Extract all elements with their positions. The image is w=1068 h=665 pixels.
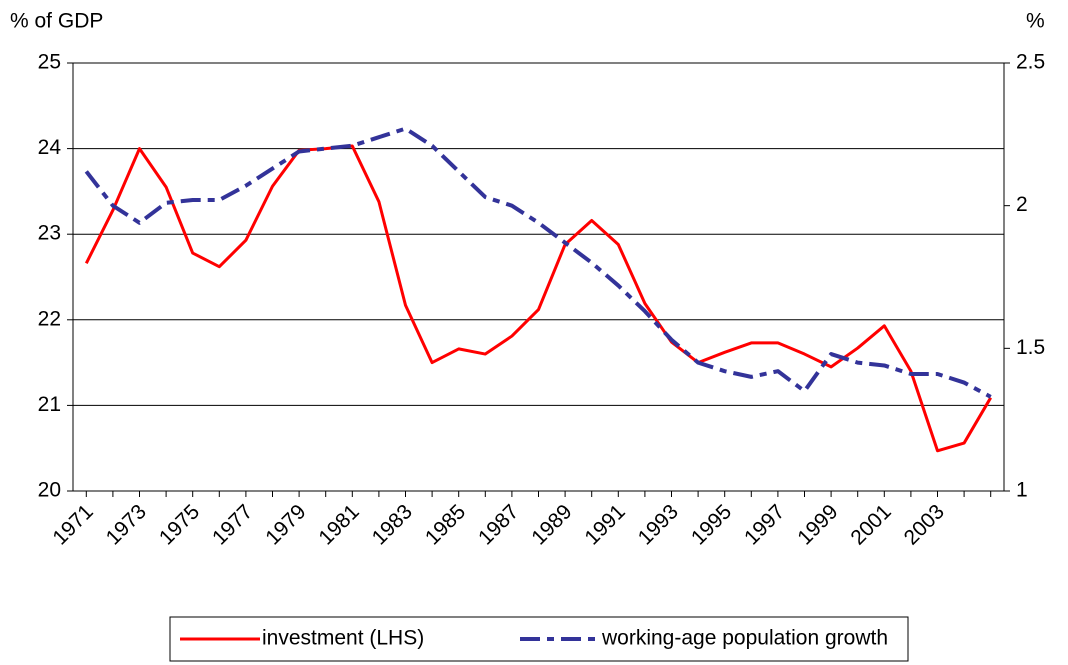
x-tick-label: 1971: [48, 500, 97, 549]
x-tick-label: 1989: [527, 500, 576, 549]
x-tick-label: 1985: [421, 500, 470, 549]
series-line: [84, 144, 992, 453]
y-tick-label: 21: [38, 393, 61, 416]
x-tick-label: 1997: [740, 500, 789, 549]
y2-tick-label: 1.5: [1016, 336, 1045, 359]
x-tick-label: 1991: [580, 500, 629, 549]
x-tick-label: 1995: [687, 500, 736, 549]
y2-tick-label: 1: [1016, 479, 1028, 502]
x-tick-label: 1981: [314, 500, 363, 549]
x-tick-label: 1979: [261, 500, 310, 549]
x-tick-label: 1987: [474, 500, 523, 549]
y-tick-label: 23: [38, 222, 61, 245]
y2-tick-label: 2: [1016, 193, 1028, 216]
x-tick-label: 1983: [368, 500, 417, 549]
x-tick-label: 1975: [155, 500, 204, 549]
x-tick-label: 2003: [900, 500, 949, 549]
x-tick-label: 1993: [634, 500, 683, 549]
y2-axis-title: %: [1026, 10, 1045, 33]
series-line: [84, 126, 992, 399]
x-tick-label: 1973: [102, 500, 151, 549]
x-tick-label: 1977: [208, 500, 257, 549]
y-tick-label: 20: [38, 479, 61, 502]
legend-label: investment (LHS): [262, 627, 424, 650]
y2-tick-label: 2.5: [1016, 51, 1045, 74]
y-tick-label: 25: [38, 51, 61, 74]
y-axis-title: % of GDP: [10, 10, 103, 33]
y-tick-label: 24: [38, 136, 62, 159]
x-tick-label: 1999: [793, 500, 842, 549]
legend-label: working-age population growth: [601, 627, 888, 650]
y-tick-label: 22: [38, 307, 61, 330]
x-tick-label: 2001: [846, 500, 895, 549]
